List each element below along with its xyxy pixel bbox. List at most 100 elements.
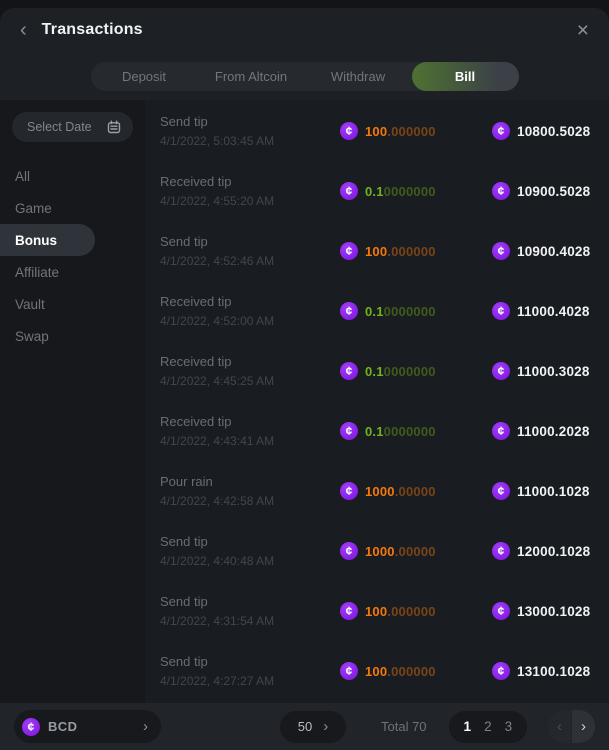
bcd-coin-icon: ¢ xyxy=(340,122,358,140)
transaction-type: Send tip xyxy=(160,234,208,249)
balance-value: 12000.1028 xyxy=(517,543,591,559)
amount-trailing-zeros: 0000000 xyxy=(383,423,436,439)
balance-value: 10900.4028 xyxy=(517,243,591,259)
balance-value: 13000.1028 xyxy=(517,603,591,619)
transaction-datetime: 4/1/2022, 4:42:58 AM xyxy=(160,494,275,508)
tab-from-altcoin[interactable]: From Altcoin xyxy=(198,62,305,91)
sidebar-item-game[interactable]: Game xyxy=(0,192,145,224)
amount-significant: 100 xyxy=(365,603,388,619)
amount-value: 1000.00000 xyxy=(365,544,436,559)
transaction-type: Received tip xyxy=(160,414,232,429)
tab-label: From Altcoin xyxy=(214,68,288,84)
next-page-button[interactable]: › xyxy=(572,710,595,743)
amount-significant: 1000 xyxy=(365,483,395,499)
filter-label: Bonus xyxy=(15,232,57,248)
currency-selector[interactable]: ¢ BCD › xyxy=(14,710,161,743)
transaction-list: Send tip 4/1/2022, 5:03:45 AM ¢ 100.0000… xyxy=(145,100,609,703)
transaction-amount: ¢ 1000.00000 xyxy=(340,542,492,560)
transaction-row: Received tip 4/1/2022, 4:55:20 AM ¢ 0.10… xyxy=(145,161,609,221)
balance-value: 11000.4028 xyxy=(517,303,590,319)
amount-significant: 0.1 xyxy=(365,183,384,199)
transaction-datetime: 4/1/2022, 4:40:48 AM xyxy=(160,554,275,568)
bcd-coin-icon: ¢ xyxy=(340,242,358,260)
bcd-coin-icon: ¢ xyxy=(340,662,358,680)
balance-value: 10800.5028 xyxy=(517,123,591,139)
transaction-datetime: 4/1/2022, 4:45:25 AM xyxy=(160,374,275,388)
filter-list: All Game Bonus Affiliate Vault Swap xyxy=(0,160,145,352)
balance-value: 11000.2028 xyxy=(517,423,590,439)
amount-significant: 1000 xyxy=(365,543,395,559)
tab-bill[interactable]: Bill xyxy=(411,61,519,91)
bcd-coin-icon: ¢ xyxy=(492,662,510,680)
transaction-balance: ¢ 11000.4028 xyxy=(492,302,609,320)
bcd-coin-icon: ¢ xyxy=(340,542,358,560)
transaction-amount: ¢ 0.10000000 xyxy=(340,182,492,200)
amount-trailing-zeros: .000000 xyxy=(387,663,436,679)
transaction-row: Received tip 4/1/2022, 4:52:00 AM ¢ 0.10… xyxy=(145,281,609,341)
prev-page-button[interactable]: ‹ xyxy=(548,710,571,743)
transaction-type: Pour rain xyxy=(160,474,213,489)
transaction-info: Send tip 4/1/2022, 4:40:48 AM xyxy=(160,534,340,568)
amount-value: 0.10000000 xyxy=(365,424,436,439)
transaction-datetime: 4/1/2022, 5:03:45 AM xyxy=(160,134,275,148)
sidebar-item-affiliate[interactable]: Affiliate xyxy=(0,256,145,288)
amount-value: 100.000000 xyxy=(365,604,436,619)
amount-value: 0.10000000 xyxy=(365,364,436,379)
transaction-amount: ¢ 100.000000 xyxy=(340,662,492,680)
balance-value: 11000.1028 xyxy=(517,483,590,499)
transaction-balance: ¢ 11000.3028 xyxy=(492,362,609,380)
filter-label: Game xyxy=(15,200,52,216)
transaction-balance: ¢ 13000.1028 xyxy=(492,602,609,620)
transaction-amount: ¢ 0.10000000 xyxy=(340,362,492,380)
bcd-coin-icon: ¢ xyxy=(492,302,510,320)
sidebar-item-vault[interactable]: Vault xyxy=(0,288,145,320)
transaction-balance: ¢ 10900.5028 xyxy=(492,182,609,200)
balance-value: 11000.3028 xyxy=(517,363,590,379)
amount-trailing-zeros: .00000 xyxy=(394,483,436,499)
bcd-coin-icon: ¢ xyxy=(492,362,510,380)
transaction-info: Pour rain 4/1/2022, 4:42:58 AM xyxy=(160,474,340,508)
sidebar-item-swap[interactable]: Swap xyxy=(0,320,145,352)
amount-significant: 100 xyxy=(365,123,388,139)
page-button-2[interactable]: 2 xyxy=(484,719,492,734)
page-button-3[interactable]: 3 xyxy=(504,719,513,734)
transaction-info: Send tip 4/1/2022, 4:52:46 AM xyxy=(160,234,340,268)
amount-trailing-zeros: 0000000 xyxy=(383,363,436,379)
chevron-right-icon: › xyxy=(323,718,329,735)
select-date-button[interactable]: Select Date xyxy=(12,112,133,142)
transaction-datetime: 4/1/2022, 4:43:41 AM xyxy=(160,434,275,448)
amount-value: 100.000000 xyxy=(365,124,436,139)
sidebar-item-bonus[interactable]: Bonus xyxy=(0,224,95,256)
transaction-row: Send tip 4/1/2022, 4:27:27 AM ¢ 100.0000… xyxy=(145,641,609,701)
transaction-type: Send tip xyxy=(160,534,208,549)
filter-sidebar: Select Date All Game Bonus Affiliate Vau… xyxy=(0,100,145,703)
page-button-1[interactable]: 1 xyxy=(463,719,472,734)
back-icon[interactable]: ‹ xyxy=(20,19,27,41)
amount-trailing-zeros: 0000000 xyxy=(383,303,436,319)
pagination-arrows: ‹ › xyxy=(548,710,595,743)
transaction-info: Send tip 4/1/2022, 5:03:45 AM xyxy=(160,114,340,148)
page-size-selector[interactable]: 50 › xyxy=(280,710,346,743)
amount-value: 0.10000000 xyxy=(365,304,436,319)
transaction-datetime: 4/1/2022, 4:55:20 AM xyxy=(160,194,275,208)
transaction-datetime: 4/1/2022, 4:52:00 AM xyxy=(160,314,275,328)
transaction-balance: ¢ 13100.1028 xyxy=(492,662,609,680)
transaction-row: Send tip 4/1/2022, 5:03:45 AM ¢ 100.0000… xyxy=(145,101,609,161)
transaction-amount: ¢ 100.000000 xyxy=(340,242,492,260)
transaction-type: Send tip xyxy=(160,114,208,129)
tab-label: Deposit xyxy=(121,68,167,84)
bcd-coin-icon: ¢ xyxy=(340,182,358,200)
amount-trailing-zeros: .000000 xyxy=(387,603,436,619)
bcd-coin-icon: ¢ xyxy=(492,122,510,140)
transaction-row: Pour rain 4/1/2022, 4:42:58 AM ¢ 1000.00… xyxy=(145,461,609,521)
chevron-right-icon: › xyxy=(581,718,586,735)
transaction-row: Send tip 4/1/2022, 4:40:48 AM ¢ 1000.000… xyxy=(145,521,609,581)
tab-withdraw[interactable]: Withdraw xyxy=(305,62,412,91)
sidebar-item-all[interactable]: All xyxy=(0,160,145,192)
transaction-type: Received tip xyxy=(160,294,232,309)
transaction-balance: ¢ 10900.4028 xyxy=(492,242,609,260)
balance-value: 10900.5028 xyxy=(517,183,591,199)
tab-deposit[interactable]: Deposit xyxy=(91,62,198,91)
close-icon[interactable]: × xyxy=(576,18,589,42)
amount-significant: 0.1 xyxy=(365,423,384,439)
